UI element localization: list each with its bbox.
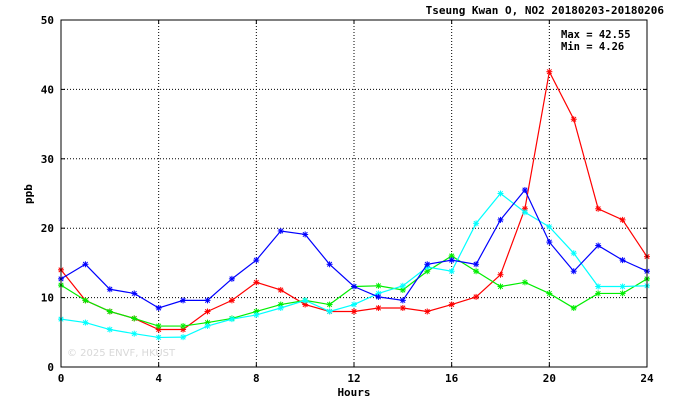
y-tick-label: 30	[41, 153, 54, 166]
data-point-marker	[473, 220, 480, 227]
data-point-marker	[619, 290, 626, 297]
min-label: Min = 4.26	[561, 41, 624, 53]
data-point-marker	[326, 301, 333, 308]
data-point-marker	[375, 293, 382, 300]
data-point-marker	[375, 305, 382, 312]
data-point-marker	[570, 250, 577, 257]
data-point-marker	[253, 311, 260, 318]
data-point-marker	[302, 297, 309, 304]
chart-title: Tseung Kwan O, NO2 20180203-20180206	[426, 4, 665, 17]
data-point-marker	[473, 293, 480, 300]
data-point-marker	[82, 297, 89, 304]
data-point-marker	[399, 305, 406, 312]
data-point-marker	[253, 279, 260, 286]
data-point-marker	[473, 268, 480, 275]
data-point-marker	[521, 187, 528, 194]
max-label: Max = 42.55	[561, 29, 631, 41]
data-point-marker	[155, 323, 162, 330]
y-tick-label: 50	[41, 14, 54, 27]
data-point-marker	[619, 257, 626, 264]
data-point-marker	[228, 316, 235, 323]
data-point-marker	[375, 282, 382, 289]
data-point-marker	[497, 190, 504, 197]
data-point-marker	[302, 231, 309, 238]
y-tick-label: 20	[41, 222, 54, 235]
data-point-marker	[595, 290, 602, 297]
y-tick-label: 0	[47, 361, 54, 374]
data-point-marker	[619, 216, 626, 223]
data-point-marker	[180, 323, 187, 330]
x-tick-label: 12	[347, 372, 360, 385]
data-point-marker	[399, 297, 406, 304]
data-point-marker	[424, 308, 431, 315]
data-point-marker	[595, 283, 602, 290]
series-1	[58, 68, 650, 333]
x-tick-label: 20	[543, 372, 556, 385]
data-point-marker	[497, 271, 504, 278]
x-tick-label: 16	[445, 372, 459, 385]
data-point-marker	[277, 227, 284, 234]
grid-lines	[61, 20, 647, 367]
data-point-marker	[448, 301, 455, 308]
data-point-marker	[180, 334, 187, 341]
plot-frame	[60, 19, 648, 368]
data-point-marker	[82, 319, 89, 326]
data-point-marker	[619, 283, 626, 290]
x-axis-label: Hours	[337, 386, 370, 399]
data-point-marker	[180, 297, 187, 304]
data-point-marker	[570, 305, 577, 312]
data-point-marker	[521, 279, 528, 286]
data-point-marker	[228, 297, 235, 304]
data-point-marker	[595, 242, 602, 249]
y-tick-label: 40	[41, 83, 54, 96]
data-point-marker	[351, 308, 357, 315]
data-point-marker	[546, 239, 553, 246]
data-point-marker	[228, 275, 235, 282]
x-tick-label: 4	[155, 372, 162, 385]
data-point-marker	[106, 326, 113, 333]
data-point-marker	[204, 297, 211, 304]
data-point-marker	[546, 68, 553, 75]
data-point-marker	[277, 286, 284, 293]
data-point-marker	[448, 257, 455, 264]
x-tick-label: 24	[640, 372, 654, 385]
data-point-marker	[253, 257, 260, 264]
data-point-marker	[131, 330, 138, 337]
data-point-marker	[326, 261, 333, 268]
data-point-marker	[351, 301, 357, 308]
data-point-marker	[448, 268, 455, 275]
data-point-marker	[106, 308, 113, 315]
data-point-marker	[204, 323, 211, 330]
data-point-marker	[82, 261, 89, 268]
data-point-marker	[277, 305, 284, 312]
data-point-marker	[155, 334, 162, 341]
data-point-marker	[424, 261, 431, 268]
data-point-marker	[570, 268, 577, 275]
data-point-marker	[497, 216, 504, 223]
data-point-marker	[155, 305, 162, 312]
y-tick-label: 10	[41, 292, 54, 305]
x-tick-label: 0	[58, 372, 65, 385]
data-point-marker	[326, 308, 333, 315]
data-point-marker	[570, 116, 577, 123]
data-point-marker	[595, 205, 602, 212]
y-axis-label: ppb	[22, 184, 35, 204]
data-point-marker	[204, 308, 211, 315]
data-point-marker	[473, 261, 480, 268]
data-point-marker	[106, 286, 113, 293]
data-point-marker	[131, 290, 138, 297]
watermark: © 2025 ENVF, HKUST	[67, 348, 176, 359]
series-layer	[58, 68, 650, 341]
data-point-marker	[546, 223, 553, 230]
data-point-marker	[131, 315, 138, 322]
data-point-marker	[497, 283, 504, 290]
data-point-marker	[399, 282, 406, 289]
data-point-marker	[302, 301, 309, 308]
data-point-marker	[521, 209, 528, 216]
data-point-marker	[546, 290, 553, 297]
x-tick-label: 8	[253, 372, 260, 385]
data-point-marker	[351, 283, 357, 290]
